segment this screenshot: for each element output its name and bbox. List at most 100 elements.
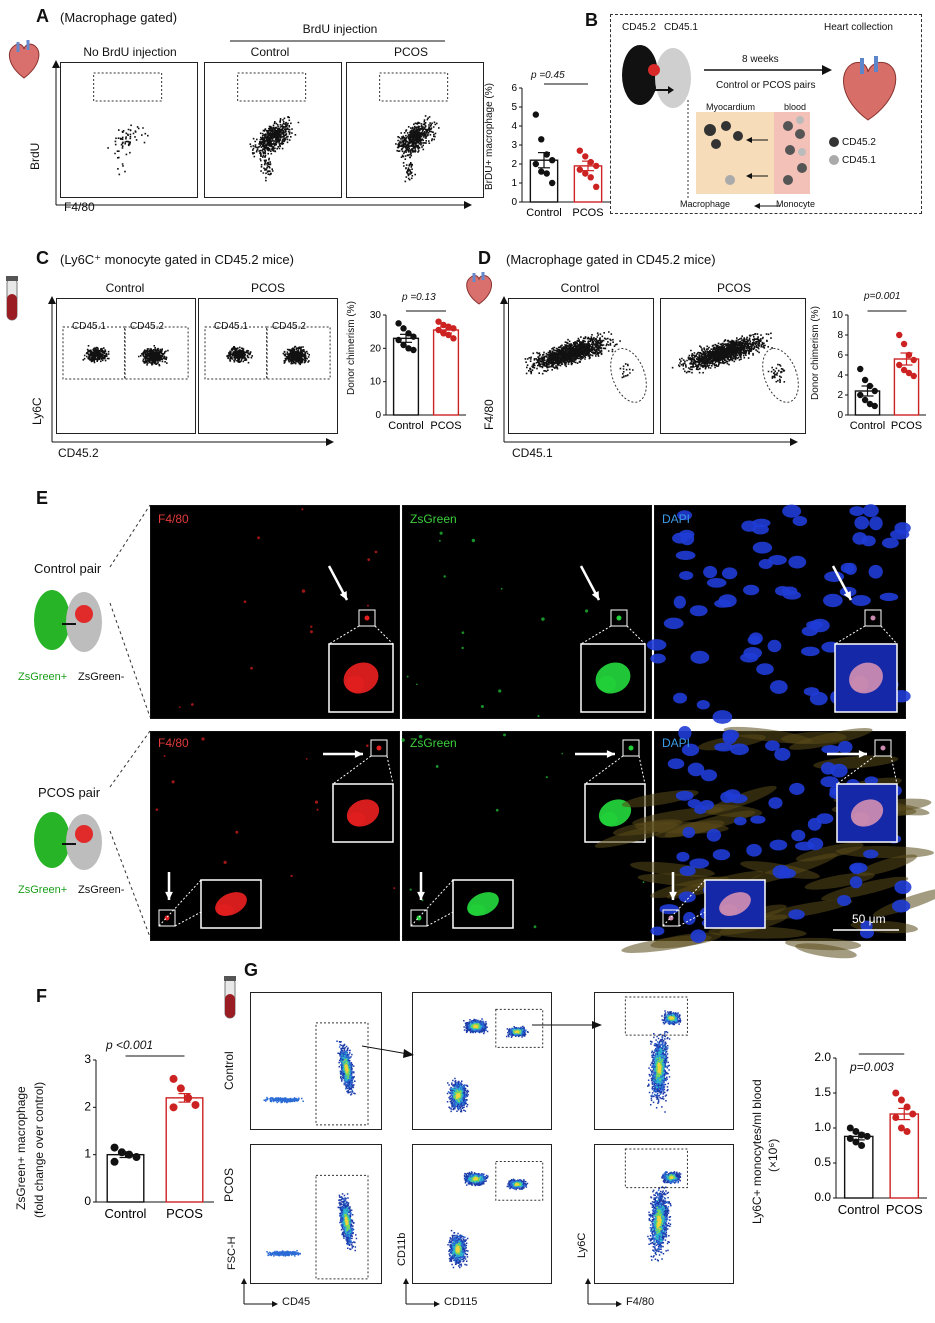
panel-a-subtitle: (Macrophage gated) [60,10,178,25]
panel-g-bar-ylabel1: Ly6C+ monocytes/ml blood [750,1079,764,1224]
y-tick-label: 2.0 [814,1050,831,1064]
flow-dots [237,72,307,182]
data-point [861,376,869,384]
panel-a-ylabel: BrdU [28,142,42,170]
data-point [900,340,908,348]
data-point [538,136,545,143]
y-tick-label: 4 [837,370,843,381]
data-point [903,1128,911,1135]
x-tick-label: Control [105,1206,147,1221]
flow-dots [379,72,449,183]
micrograph-image [594,726,935,959]
panel-c-pvalue: p =0.13 [402,292,436,303]
panel-e-zoom-lines [109,504,151,938]
flow-dots [446,1008,544,1113]
data-point [866,382,874,390]
panel-g-pvalue: p=0.003 [850,1060,894,1074]
panel-a-col-pcos: PCOS [393,45,428,59]
panel-c-flow-pcos [198,298,338,434]
flow-dots [62,326,189,380]
panel-d-flow-pcos [660,298,806,434]
y-tick-label: 2 [511,159,517,170]
mouse-pair-control [34,590,102,652]
flow-g-control-3 [594,992,734,1130]
data-point [909,1110,917,1118]
data-point [440,321,447,329]
panel-d-xlabel: CD45.1 [512,446,553,460]
panel-a-brdu-injection: BrdU injection [302,22,378,36]
channel-f480: F4/80 [158,512,189,526]
x-tick-label: Control [838,1202,880,1217]
data-point [863,1132,871,1140]
panel-d-col-pcos: PCOS [716,281,751,295]
x-tick-label: PCOS [886,1202,923,1217]
panel-g-letter: G [244,960,259,980]
data-point [410,333,417,340]
y-tick-label: 1 [84,1147,91,1161]
panel-g-y2: CD11b [396,1232,408,1266]
data-point [125,1150,134,1159]
data-point [903,1103,911,1111]
x-tick-label: Control [850,420,885,432]
flow-dots [204,326,331,380]
mouse-pair-pcos [34,812,102,870]
flow-g-control-2 [412,992,552,1130]
panel-b-monocyte: Monocyte [776,199,816,209]
data-point [592,162,600,170]
y-tick-label: 8 [837,330,843,341]
data-point [450,325,457,332]
panel-c-gate2: CD45.2 [130,321,164,332]
data-point [538,168,545,175]
data-point [587,158,594,166]
x-tick-label: PCOS [430,420,461,432]
data-point [852,1138,860,1146]
data-point [897,1124,905,1132]
x-tick-label: Control [526,207,561,219]
micrograph-image [178,508,394,713]
y-tick-label: 3 [84,1052,91,1066]
panel-g-y3: Ly6C [576,1232,588,1258]
panel-c-col-control: Control [105,281,145,295]
y-tick-label: 0 [84,1194,91,1208]
data-point [910,372,917,380]
data-point [858,1142,866,1149]
flow-g-pcos-3 [594,1144,734,1284]
panel-f-pvalue: p <0.001 [106,1038,154,1052]
micrograph-pcos-f480 [150,731,400,941]
data-point [543,170,550,177]
panel-a-pvalue: p =0.45 [531,70,565,81]
y-tick-label: 6 [511,83,517,94]
panel-a-flow-pcos [346,62,484,198]
data-point [543,151,550,158]
data-point [866,400,874,408]
panel-c-bar-chart: 0 10 20 30 Control PCOS [370,310,466,432]
y-tick-label: 4 [511,121,517,132]
data-point [395,336,402,344]
y-tick-label: 0.5 [814,1155,831,1169]
flow-dots [671,332,799,403]
y-tick-label: 3 [511,140,517,151]
panel-c-gate4: CD45.2 [272,321,306,332]
data-point [858,1131,866,1139]
panel-b-myocardium: Myocardium [706,102,756,112]
data-point [576,147,584,154]
y-tick-label: 0.0 [814,1190,831,1204]
x-tick-label: PCOS [166,1206,203,1221]
data-point [592,183,600,190]
flow-dots [93,72,163,176]
y-tick-label: 10 [832,310,844,321]
panel-b-blood: blood [784,102,807,112]
x-tick-label: Control [388,420,423,432]
panel-b-cd452: CD45.2 [622,22,656,33]
panel-a-letter: A [36,6,49,26]
panel-e-letter: E [36,488,49,508]
panel-c-axes [48,296,334,446]
micrograph-image [406,531,646,718]
flow-g-pcos-1 [250,1144,382,1284]
panel-b-legend-451: CD45.1 [842,155,876,166]
data-point [445,331,452,339]
panel-b-weeks: 8 weeks [742,54,779,65]
panel-b-diagram [622,45,897,209]
blood-tube-icon [6,276,18,321]
data-point [400,341,407,349]
